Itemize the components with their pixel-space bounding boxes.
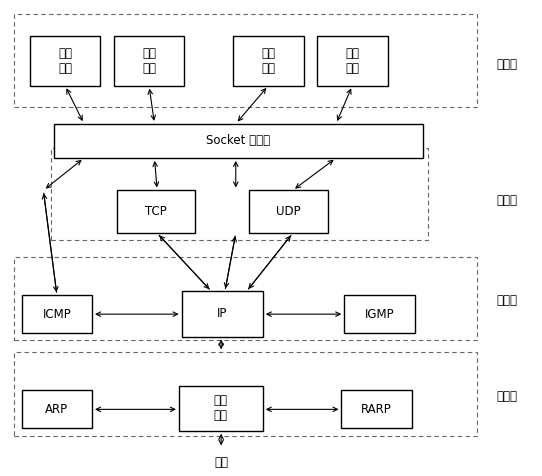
Bar <box>182 291 263 337</box>
Bar <box>114 36 184 86</box>
Bar <box>22 295 92 333</box>
Text: 网络层: 网络层 <box>496 294 517 307</box>
Bar <box>341 390 412 428</box>
Text: 媒体: 媒体 <box>214 456 228 469</box>
Bar <box>179 386 263 431</box>
Bar <box>249 190 328 233</box>
Bar <box>22 390 92 428</box>
Text: IGMP: IGMP <box>365 307 394 321</box>
Bar <box>117 190 195 233</box>
Text: 硬件
接口: 硬件 接口 <box>214 394 228 422</box>
Text: ARP: ARP <box>46 403 68 416</box>
Text: 链路层: 链路层 <box>496 389 517 403</box>
Text: ICMP: ICMP <box>42 307 72 321</box>
Bar <box>344 295 415 333</box>
Text: 用户
进程: 用户 进程 <box>58 47 72 75</box>
Bar <box>233 36 304 86</box>
Text: TCP: TCP <box>145 205 167 218</box>
Bar <box>30 36 100 86</box>
Bar <box>14 257 477 340</box>
Text: RARP: RARP <box>362 403 392 416</box>
Text: 应用层: 应用层 <box>496 58 517 71</box>
Text: UDP: UDP <box>276 205 301 218</box>
Bar <box>317 36 388 86</box>
Bar <box>54 124 423 158</box>
Text: 运输层: 运输层 <box>496 194 517 208</box>
Text: 用户
进程: 用户 进程 <box>345 47 359 75</box>
Bar <box>14 14 477 107</box>
Text: IP: IP <box>217 307 228 320</box>
Text: 用户
远程: 用户 远程 <box>261 47 275 75</box>
Bar <box>51 148 428 240</box>
Text: 用户
进程: 用户 进程 <box>142 47 156 75</box>
Text: Socket 抽象层: Socket 抽象层 <box>207 134 270 148</box>
Bar <box>14 352 477 436</box>
